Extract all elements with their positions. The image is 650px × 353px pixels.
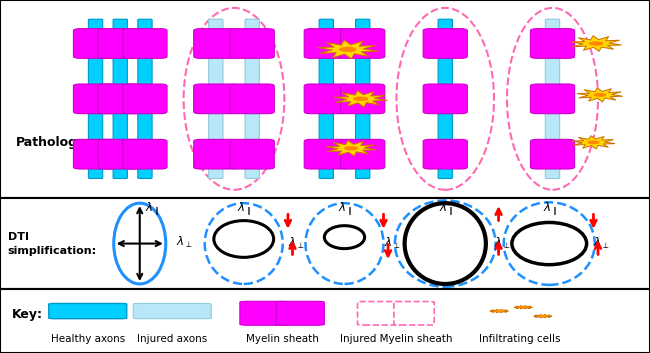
Text: $\lambda_{\parallel}$: $\lambda_{\parallel}$: [145, 201, 159, 217]
FancyBboxPatch shape: [98, 139, 142, 169]
FancyBboxPatch shape: [73, 139, 118, 169]
FancyBboxPatch shape: [88, 19, 103, 179]
Polygon shape: [534, 315, 552, 318]
Polygon shape: [577, 88, 623, 102]
FancyBboxPatch shape: [423, 84, 467, 114]
Circle shape: [353, 96, 369, 101]
Text: Infiltrating cells: Infiltrating cells: [479, 334, 561, 344]
FancyBboxPatch shape: [98, 84, 142, 114]
Polygon shape: [514, 306, 532, 309]
FancyBboxPatch shape: [304, 84, 348, 114]
Polygon shape: [317, 40, 378, 59]
Text: $\lambda_{\perp}$: $\lambda_{\perp}$: [593, 236, 610, 251]
FancyBboxPatch shape: [304, 29, 348, 58]
Circle shape: [587, 140, 600, 144]
FancyBboxPatch shape: [245, 19, 259, 179]
Circle shape: [516, 306, 530, 308]
FancyBboxPatch shape: [230, 29, 274, 58]
FancyBboxPatch shape: [113, 19, 127, 179]
FancyBboxPatch shape: [98, 29, 142, 58]
FancyBboxPatch shape: [341, 29, 385, 58]
Text: Myelin sheath: Myelin sheath: [246, 334, 319, 344]
Text: Healthy axons: Healthy axons: [51, 334, 125, 344]
FancyBboxPatch shape: [49, 304, 127, 319]
FancyBboxPatch shape: [209, 19, 223, 179]
Circle shape: [536, 316, 550, 317]
FancyBboxPatch shape: [133, 304, 211, 319]
FancyBboxPatch shape: [423, 139, 467, 169]
Text: $\lambda_{\parallel}$: $\lambda_{\parallel}$: [439, 201, 453, 217]
FancyBboxPatch shape: [530, 84, 575, 114]
Polygon shape: [490, 309, 508, 313]
Text: $\lambda_{\parallel}$: $\lambda_{\parallel}$: [543, 201, 557, 217]
FancyBboxPatch shape: [230, 139, 274, 169]
FancyBboxPatch shape: [276, 301, 324, 325]
Text: DTI
simplification:: DTI simplification:: [8, 232, 97, 256]
FancyBboxPatch shape: [123, 84, 167, 114]
Circle shape: [344, 146, 358, 150]
Circle shape: [339, 47, 356, 52]
FancyBboxPatch shape: [438, 19, 452, 179]
FancyBboxPatch shape: [304, 139, 348, 169]
FancyBboxPatch shape: [194, 84, 238, 114]
FancyBboxPatch shape: [530, 29, 575, 58]
Text: $\lambda_{\parallel}$: $\lambda_{\parallel}$: [338, 201, 352, 217]
FancyBboxPatch shape: [230, 84, 274, 114]
Polygon shape: [572, 136, 615, 149]
Text: $\lambda_{\perp}$: $\lambda_{\perp}$: [494, 236, 510, 251]
FancyBboxPatch shape: [138, 19, 152, 179]
FancyBboxPatch shape: [73, 84, 118, 114]
FancyBboxPatch shape: [240, 301, 288, 325]
FancyBboxPatch shape: [356, 19, 370, 179]
Polygon shape: [326, 140, 376, 156]
FancyBboxPatch shape: [73, 29, 118, 58]
Circle shape: [492, 310, 506, 312]
Circle shape: [593, 93, 606, 97]
FancyBboxPatch shape: [123, 29, 167, 58]
FancyBboxPatch shape: [423, 29, 467, 58]
Circle shape: [589, 41, 603, 46]
FancyBboxPatch shape: [545, 19, 560, 179]
Text: $\lambda_{\parallel}$: $\lambda_{\parallel}$: [237, 201, 252, 217]
Text: $\lambda_{\perp}$: $\lambda_{\perp}$: [288, 236, 304, 251]
Text: Pathology:: Pathology:: [16, 136, 92, 149]
Text: $\lambda_{\perp}$: $\lambda_{\perp}$: [384, 236, 400, 251]
FancyBboxPatch shape: [358, 301, 398, 325]
FancyBboxPatch shape: [194, 139, 238, 169]
Polygon shape: [571, 36, 621, 51]
FancyBboxPatch shape: [341, 139, 385, 169]
Polygon shape: [334, 91, 387, 107]
Text: Key:: Key:: [12, 309, 43, 321]
Text: Injured Myelin sheath: Injured Myelin sheath: [340, 334, 453, 344]
Text: Injured axons: Injured axons: [137, 334, 207, 344]
FancyBboxPatch shape: [394, 301, 434, 325]
FancyBboxPatch shape: [194, 29, 238, 58]
FancyBboxPatch shape: [530, 139, 575, 169]
FancyBboxPatch shape: [123, 139, 167, 169]
Text: $\lambda_{\perp}$: $\lambda_{\perp}$: [176, 235, 192, 250]
FancyBboxPatch shape: [341, 84, 385, 114]
FancyBboxPatch shape: [319, 19, 333, 179]
